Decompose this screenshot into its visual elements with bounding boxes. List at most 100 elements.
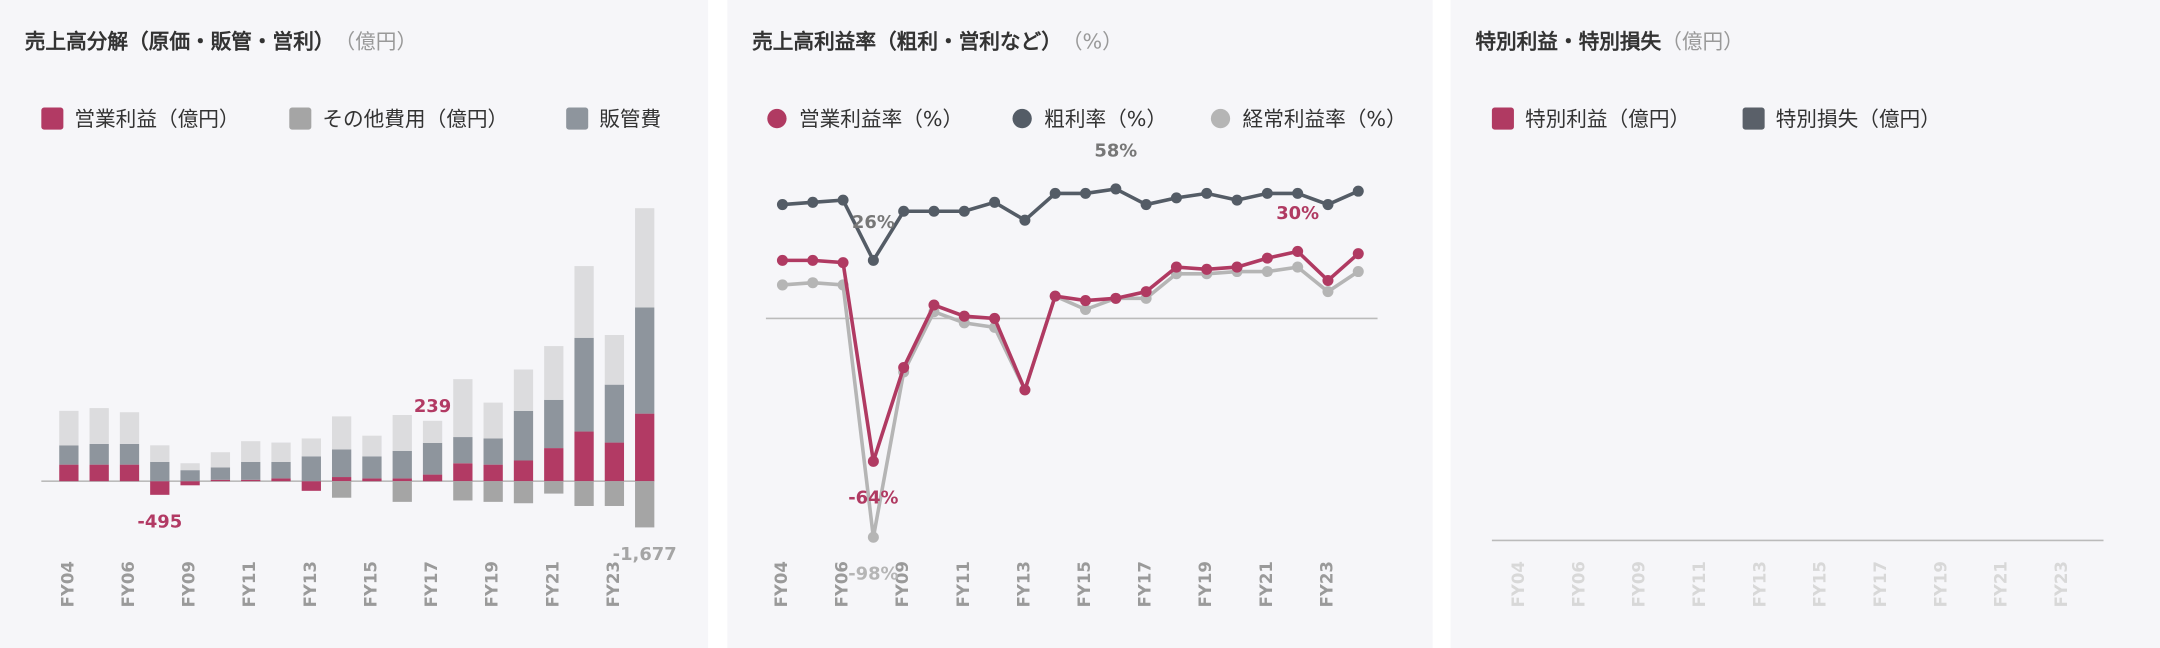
point — [1201, 263, 1213, 275]
bar — [392, 481, 412, 502]
bar — [331, 481, 352, 498]
bar — [453, 379, 473, 438]
bar — [604, 384, 625, 443]
bar — [362, 435, 382, 457]
bar — [150, 445, 170, 462]
point — [1292, 245, 1304, 257]
chart-subtitle: （億円） — [1661, 30, 1744, 54]
x-tick-label: FY19 — [483, 561, 502, 607]
point — [1019, 384, 1031, 396]
bar — [453, 481, 473, 501]
value-label: -1,677 — [613, 544, 677, 565]
point — [1292, 261, 1304, 273]
bar — [180, 481, 200, 486]
point — [1110, 292, 1122, 304]
bar — [119, 412, 140, 444]
bar — [59, 445, 79, 465]
x-tick-label: FY23 — [604, 561, 623, 607]
point — [1140, 286, 1152, 298]
panel — [1450, 0, 2160, 648]
bar — [422, 420, 443, 443]
x-tick-label: FY06 — [833, 561, 852, 607]
point — [1231, 194, 1243, 206]
bar — [150, 461, 170, 482]
bar — [604, 481, 625, 506]
point — [1140, 199, 1152, 211]
point — [1080, 187, 1092, 199]
bar — [483, 481, 503, 502]
bar — [513, 481, 534, 504]
point — [776, 254, 788, 266]
bar — [119, 464, 140, 482]
bar — [574, 266, 594, 338]
point — [1080, 303, 1092, 316]
x-tick-label: FY06 — [119, 561, 138, 607]
point — [837, 257, 849, 269]
bar — [574, 337, 594, 432]
bar — [544, 346, 564, 400]
bar — [422, 442, 443, 475]
x-tick-label: FY06 — [1569, 561, 1588, 607]
point — [807, 196, 819, 208]
point — [867, 254, 879, 266]
bar — [544, 481, 564, 494]
legend-label: 粗利率（%） — [1044, 107, 1167, 131]
bar — [574, 431, 594, 482]
legend-marker — [1742, 107, 1765, 130]
bar — [180, 470, 200, 482]
bar — [483, 402, 503, 439]
chart-subtitle: （%） — [1062, 30, 1123, 54]
bar — [604, 335, 625, 385]
point — [1352, 248, 1364, 260]
bar — [453, 463, 473, 482]
bar — [59, 464, 79, 482]
legend-label: 販管費 — [599, 107, 661, 131]
bar — [574, 481, 594, 506]
bar — [331, 416, 352, 450]
point — [807, 254, 819, 266]
point — [958, 205, 970, 217]
legend-label: その他費用（億円） — [322, 107, 508, 131]
bar — [453, 437, 473, 464]
bar — [271, 461, 291, 479]
bar — [59, 410, 79, 446]
point — [898, 205, 910, 217]
value-label: -495 — [137, 511, 182, 532]
point — [867, 531, 879, 543]
bar — [180, 463, 200, 471]
point — [928, 205, 940, 217]
x-tick-label: FY09 — [893, 561, 912, 607]
x-tick-label: FY17 — [422, 561, 441, 607]
bar — [604, 442, 625, 482]
x-tick-label: FY13 — [301, 561, 320, 607]
bar — [635, 481, 655, 528]
legend-label: 経常利益率（%） — [1243, 107, 1407, 131]
x-tick-label: FY04 — [58, 561, 77, 607]
point — [989, 196, 1001, 208]
legend-label: 特別利益（億円） — [1525, 107, 1690, 131]
bar — [544, 399, 564, 449]
point — [958, 310, 970, 322]
x-tick-label: FY17 — [1871, 561, 1890, 607]
bar — [271, 442, 291, 462]
bar — [635, 413, 655, 482]
legend-marker — [1491, 107, 1514, 130]
value-label: 26% — [852, 212, 895, 233]
x-tick-label: FY15 — [1075, 561, 1094, 607]
bar — [392, 450, 412, 479]
x-tick-label: FY04 — [1509, 561, 1528, 607]
point — [1049, 290, 1061, 302]
value-label: 30% — [1276, 203, 1319, 224]
legend-marker — [41, 107, 64, 130]
point — [1201, 187, 1213, 199]
bar — [119, 443, 140, 465]
bar — [241, 461, 261, 480]
bar — [241, 479, 261, 482]
bar — [210, 452, 231, 468]
legend: 営業利益率（%） 粗利率（%） 経常利益率（%） — [767, 107, 1407, 131]
bar — [483, 464, 503, 482]
bar — [89, 443, 109, 465]
x-tick-label: FY04 — [772, 561, 791, 607]
legend-label: 特別損失（億円） — [1776, 107, 1941, 131]
